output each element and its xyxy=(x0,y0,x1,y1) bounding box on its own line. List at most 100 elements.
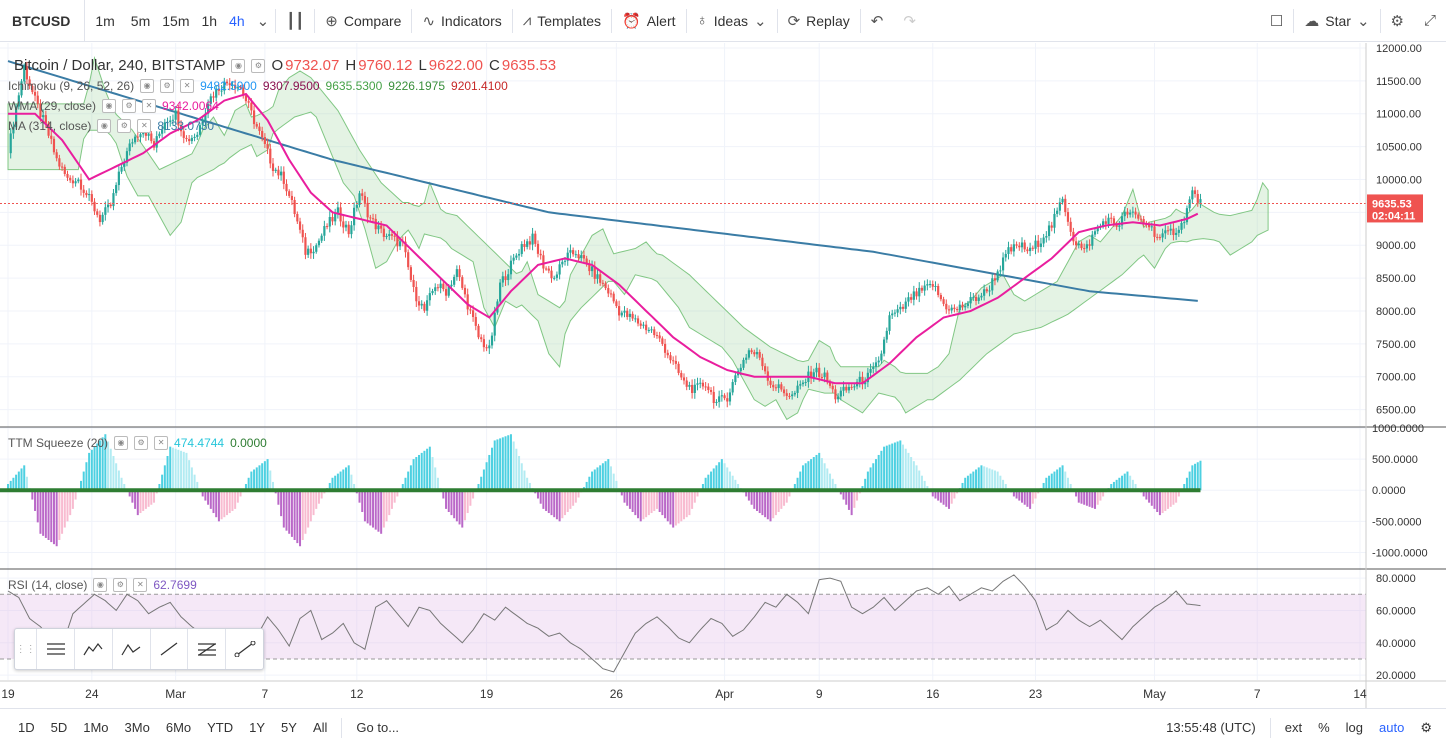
ttm-bar xyxy=(639,490,642,522)
candle-body xyxy=(680,372,683,378)
candle-body xyxy=(607,288,610,294)
ttm-pane xyxy=(0,434,1202,547)
compare-button[interactable]: ⊕ Compare xyxy=(325,12,402,30)
fib-retracement-icon[interactable] xyxy=(188,629,227,669)
close-icon[interactable]: ✕ xyxy=(137,119,152,133)
redo-button[interactable]: ↷ xyxy=(893,0,926,42)
gear-icon[interactable]: ⚙ xyxy=(1420,719,1432,735)
chevron-down-icon[interactable]: ⌄ xyxy=(256,12,270,30)
price-tick-label: 9000.00 xyxy=(1376,240,1416,252)
drag-handle[interactable]: ⋮⋮ xyxy=(15,629,38,669)
candle-body xyxy=(374,218,377,230)
x-tick-label: 19 xyxy=(1,687,15,701)
candle-body xyxy=(674,360,677,364)
ttm-bar xyxy=(853,490,856,508)
candle-body xyxy=(242,87,245,96)
close-icon[interactable]: ✕ xyxy=(142,99,157,113)
range-ytd[interactable]: YTD xyxy=(207,720,234,735)
ttm-bar xyxy=(658,490,661,512)
interval-5m[interactable]: 5m xyxy=(130,12,151,29)
undo-button[interactable]: ↶ xyxy=(861,0,894,42)
fullscreen-box-button[interactable]: ☐ xyxy=(1260,0,1293,42)
ttm-bar xyxy=(217,490,220,522)
ttm-bar xyxy=(104,434,107,491)
candle-body xyxy=(1183,222,1186,224)
ttm-bar xyxy=(385,490,388,522)
templates-button[interactable]: ⩘ Templates xyxy=(522,12,602,29)
candle-body xyxy=(823,372,826,378)
star-button[interactable]: ☁ Star ⌄ xyxy=(1304,12,1370,30)
gear-icon[interactable]: ⚙ xyxy=(160,79,175,93)
settings-button[interactable]: ⚙ xyxy=(1381,0,1414,42)
candle-body xyxy=(52,138,56,153)
candle-body xyxy=(196,134,199,137)
close-icon[interactable]: ✕ xyxy=(133,578,148,592)
candles-style-button[interactable]: ┃┃ xyxy=(276,0,314,42)
ttm-bar xyxy=(823,463,826,491)
gear-icon[interactable]: ⚙ xyxy=(117,119,132,133)
range-5d[interactable]: 5D xyxy=(50,720,68,735)
eye-icon[interactable]: ◉ xyxy=(140,79,155,93)
symbol-search[interactable]: BTCUSD xyxy=(0,0,86,42)
goto-button[interactable]: Go to... xyxy=(356,720,400,735)
replay-button[interactable]: ⟳ Replay xyxy=(787,12,850,30)
log-toggle[interactable]: log xyxy=(1345,720,1364,735)
candle-body xyxy=(882,339,886,354)
legend-c-label: C xyxy=(489,57,500,74)
candle-body xyxy=(999,270,1002,272)
candle-body xyxy=(785,393,788,396)
interval-15m[interactable]: 15m xyxy=(162,12,190,29)
candle-body xyxy=(1129,212,1132,215)
indicators-button[interactable]: ∿ Indicators xyxy=(422,12,502,30)
auto-toggle[interactable]: auto xyxy=(1379,720,1405,735)
chart-canvas[interactable]: 19 24 Mar 7 12 19 26 Apr 9 16 23 May 7 14 12000.00 1150… xyxy=(0,43,1446,708)
eye-icon[interactable]: ◉ xyxy=(97,119,112,133)
candle-body xyxy=(1088,244,1091,246)
candle-body xyxy=(550,270,553,279)
range-6mo[interactable]: 6Mo xyxy=(165,720,192,735)
range-all[interactable]: All xyxy=(312,720,328,735)
horizontal-lines-icon[interactable] xyxy=(37,629,76,669)
range-3mo[interactable]: 3Mo xyxy=(124,720,150,735)
candle-body xyxy=(415,286,418,302)
range-1y[interactable]: 1Y xyxy=(249,720,266,735)
ttm-bar xyxy=(983,466,986,491)
gear-icon[interactable]: ⚙ xyxy=(134,436,149,450)
alert-button[interactable]: ⏰ Alert xyxy=(622,12,676,30)
eye-icon[interactable]: ◉ xyxy=(102,99,117,113)
candle-body xyxy=(747,350,750,358)
close-icon[interactable]: ✕ xyxy=(180,79,195,93)
candle-body xyxy=(761,357,764,367)
range-5y[interactable]: 5Y xyxy=(281,720,297,735)
ttm-bar xyxy=(1191,465,1194,491)
gear-icon[interactable]: ⚙ xyxy=(122,99,137,113)
gear-icon[interactable]: ⚙ xyxy=(113,578,128,592)
elliott-impulse-icon[interactable] xyxy=(75,629,113,669)
ttm-bar xyxy=(872,463,875,491)
percent-toggle[interactable]: % xyxy=(1318,720,1330,735)
ideas-button[interactable]: ♁ Ideas ⌄ xyxy=(696,12,767,30)
expand-icon: ⤢ xyxy=(1423,12,1436,29)
range-1d[interactable]: 1D xyxy=(18,720,35,735)
ext-toggle[interactable]: ext xyxy=(1284,720,1303,735)
ray-icon[interactable] xyxy=(226,629,263,669)
ttm-bar xyxy=(574,490,577,503)
interval-4h[interactable]: 4h xyxy=(229,12,245,29)
candle-body xyxy=(788,395,791,397)
ttm-bar xyxy=(801,465,804,491)
eye-icon[interactable]: ◉ xyxy=(114,436,129,450)
ttm-bar xyxy=(712,468,715,491)
candle-body xyxy=(866,372,869,383)
interval-1h[interactable]: 1h xyxy=(201,12,218,29)
eye-icon[interactable]: ◉ xyxy=(93,578,108,592)
interval-1m[interactable]: 1m xyxy=(95,12,115,29)
ttm-bar xyxy=(136,490,139,516)
eye-icon[interactable]: ◉ xyxy=(231,58,246,73)
expand-button[interactable]: ⤢ xyxy=(1414,0,1446,42)
trend-line-icon[interactable] xyxy=(151,629,189,669)
close-icon[interactable]: ✕ xyxy=(154,436,169,450)
range-1mo[interactable]: 1Mo xyxy=(83,720,109,735)
ttm-bar xyxy=(788,490,791,497)
gear-icon[interactable]: ⚙ xyxy=(251,58,266,73)
elliott-correction-icon[interactable] xyxy=(113,629,151,669)
